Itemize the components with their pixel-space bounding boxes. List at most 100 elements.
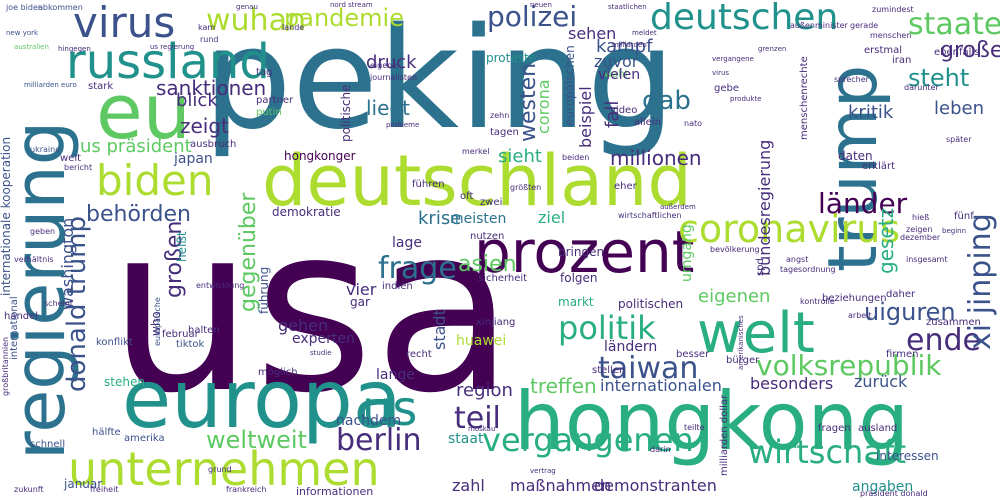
word-erklaert: erklärt	[862, 161, 895, 172]
word-iran: iran	[892, 55, 912, 66]
word-heisst: heißt	[175, 231, 189, 262]
word-angaben: angaben	[852, 479, 914, 495]
word-massnahmen: maßnahmen	[510, 476, 612, 495]
word-corona: corona	[534, 79, 553, 134]
word-volksrepublik: volksrepublik	[756, 349, 942, 382]
word-fragen: fragen	[818, 423, 851, 434]
word-grosse: große	[940, 38, 1000, 63]
word-firmen: firmen	[886, 349, 919, 360]
word-nato: nato	[684, 119, 703, 128]
word-lange: lange	[376, 367, 415, 383]
word-daher: daher	[886, 289, 916, 300]
word-gab: gab	[642, 86, 691, 116]
word-journalisten: journalisten	[370, 73, 418, 82]
word-russland: russland	[66, 34, 270, 90]
word-eher: eher	[614, 181, 637, 192]
word-hongkong: hongkong	[514, 375, 910, 468]
word-frage: frage	[378, 251, 457, 286]
word-zusammen: zusammen	[926, 317, 981, 328]
word-probleme: probleme	[386, 121, 420, 129]
word-aussenminister: außenminister	[790, 21, 848, 30]
word-new-york: new york	[6, 29, 39, 37]
word-allein: allein	[634, 117, 661, 128]
word-neuen: neuen	[530, 1, 552, 9]
word-insgesamt: insgesamt	[906, 255, 948, 264]
word-ebenfalls: ebenfalls	[934, 47, 980, 58]
word-umgang: umgang	[679, 224, 695, 282]
word-konflikt: konflikt	[96, 337, 133, 348]
word-europa: europa	[122, 353, 402, 446]
word-kampf: kampf	[596, 36, 653, 57]
word-ausland: ausland	[858, 423, 898, 434]
word-putin: putin	[256, 107, 282, 118]
word-fuehren: führen	[412, 179, 445, 190]
word-fuenf: fünf	[954, 211, 974, 222]
word-tag: tag	[256, 67, 273, 78]
word-us: us	[362, 381, 418, 437]
word-zehn: zehn	[490, 111, 510, 120]
word-xinjiang: xinjiang	[476, 317, 516, 328]
word-hiess: hieß	[912, 213, 930, 222]
word-ausserdem: außerdem	[660, 203, 696, 211]
word-entwicklung: entwicklung	[196, 281, 245, 290]
word-moskau: moskau	[468, 425, 496, 433]
word-besonders: besonders	[750, 374, 834, 393]
word-bevoelkerung: bevölkerung	[710, 245, 760, 254]
word-erstmal: erstmal	[864, 45, 903, 56]
word-gerade: gerade	[850, 21, 879, 30]
word-rund: rund	[200, 35, 219, 44]
word-buerger: bürger	[726, 355, 760, 366]
word-zeigt: zeigt	[180, 114, 229, 138]
word-virus: virus	[73, 0, 176, 47]
word-japan: japan	[174, 151, 213, 167]
word-peking: peking	[203, 0, 676, 161]
word-ende: ende	[906, 323, 981, 358]
word-scheint: scheint	[44, 299, 73, 308]
word-weit: weit	[60, 153, 82, 164]
word-staatlichen: staatlichen	[608, 3, 647, 11]
word-xi-jinping: xi jinping	[963, 213, 998, 350]
word-fuehrung: führung	[257, 266, 271, 314]
word-recht: recht	[406, 349, 432, 360]
word-halten: halten	[188, 325, 220, 336]
word-wirtschaft: wirtschaft	[748, 433, 907, 471]
word-abkommen: abkommen	[38, 3, 83, 12]
word-ukraine: ukraine	[30, 145, 61, 154]
word-pandemie: pandemie	[284, 4, 404, 32]
word-staaten: staaten	[908, 7, 1000, 42]
word-europaeische: europäische	[153, 297, 162, 346]
word-politischen: politischen	[618, 297, 684, 311]
word-zurueck: zurück	[854, 372, 908, 391]
word-grund: grund	[208, 465, 232, 474]
word-dezember: dezember	[900, 233, 941, 242]
word-coronavirus: coronavirus	[678, 207, 901, 251]
word-treffen: treffen	[530, 374, 597, 398]
word-grossbritannien: großbritannien	[1, 336, 10, 396]
word-stark: stark	[88, 81, 114, 92]
word-polizei: polizei	[487, 0, 578, 33]
word-besser: besser	[676, 349, 710, 360]
word-politik: politik	[558, 309, 656, 347]
word-beispiel: beispiel	[576, 86, 595, 148]
word-daten: daten	[838, 149, 873, 163]
word-gesetz: gesetz	[874, 207, 898, 274]
word-merkel: merkel	[462, 147, 490, 156]
word-welt: welt	[697, 301, 815, 366]
word-vergangene: vergangene	[712, 55, 754, 63]
word-deutschland: deutschland	[262, 140, 692, 222]
word-ziel: ziel	[538, 208, 566, 227]
word-sanktionen: sanktionen	[156, 76, 267, 100]
word-wirtschaftlichen: wirtschaftlichen	[618, 211, 682, 220]
word-interessen: interessen	[876, 449, 939, 463]
word-prozent: prozent	[474, 218, 695, 286]
word-biden: biden	[96, 156, 214, 205]
word-video: video	[610, 105, 638, 116]
word-amerika: amerika	[124, 433, 165, 444]
word-darin: darin	[650, 445, 671, 454]
word-liegt: liegt	[366, 96, 410, 120]
word-zukunft: zukunft	[14, 485, 44, 494]
word-spd: spd	[755, 258, 766, 276]
word-menschen: menschen	[870, 31, 912, 40]
word-berlin: berlin	[336, 423, 422, 458]
